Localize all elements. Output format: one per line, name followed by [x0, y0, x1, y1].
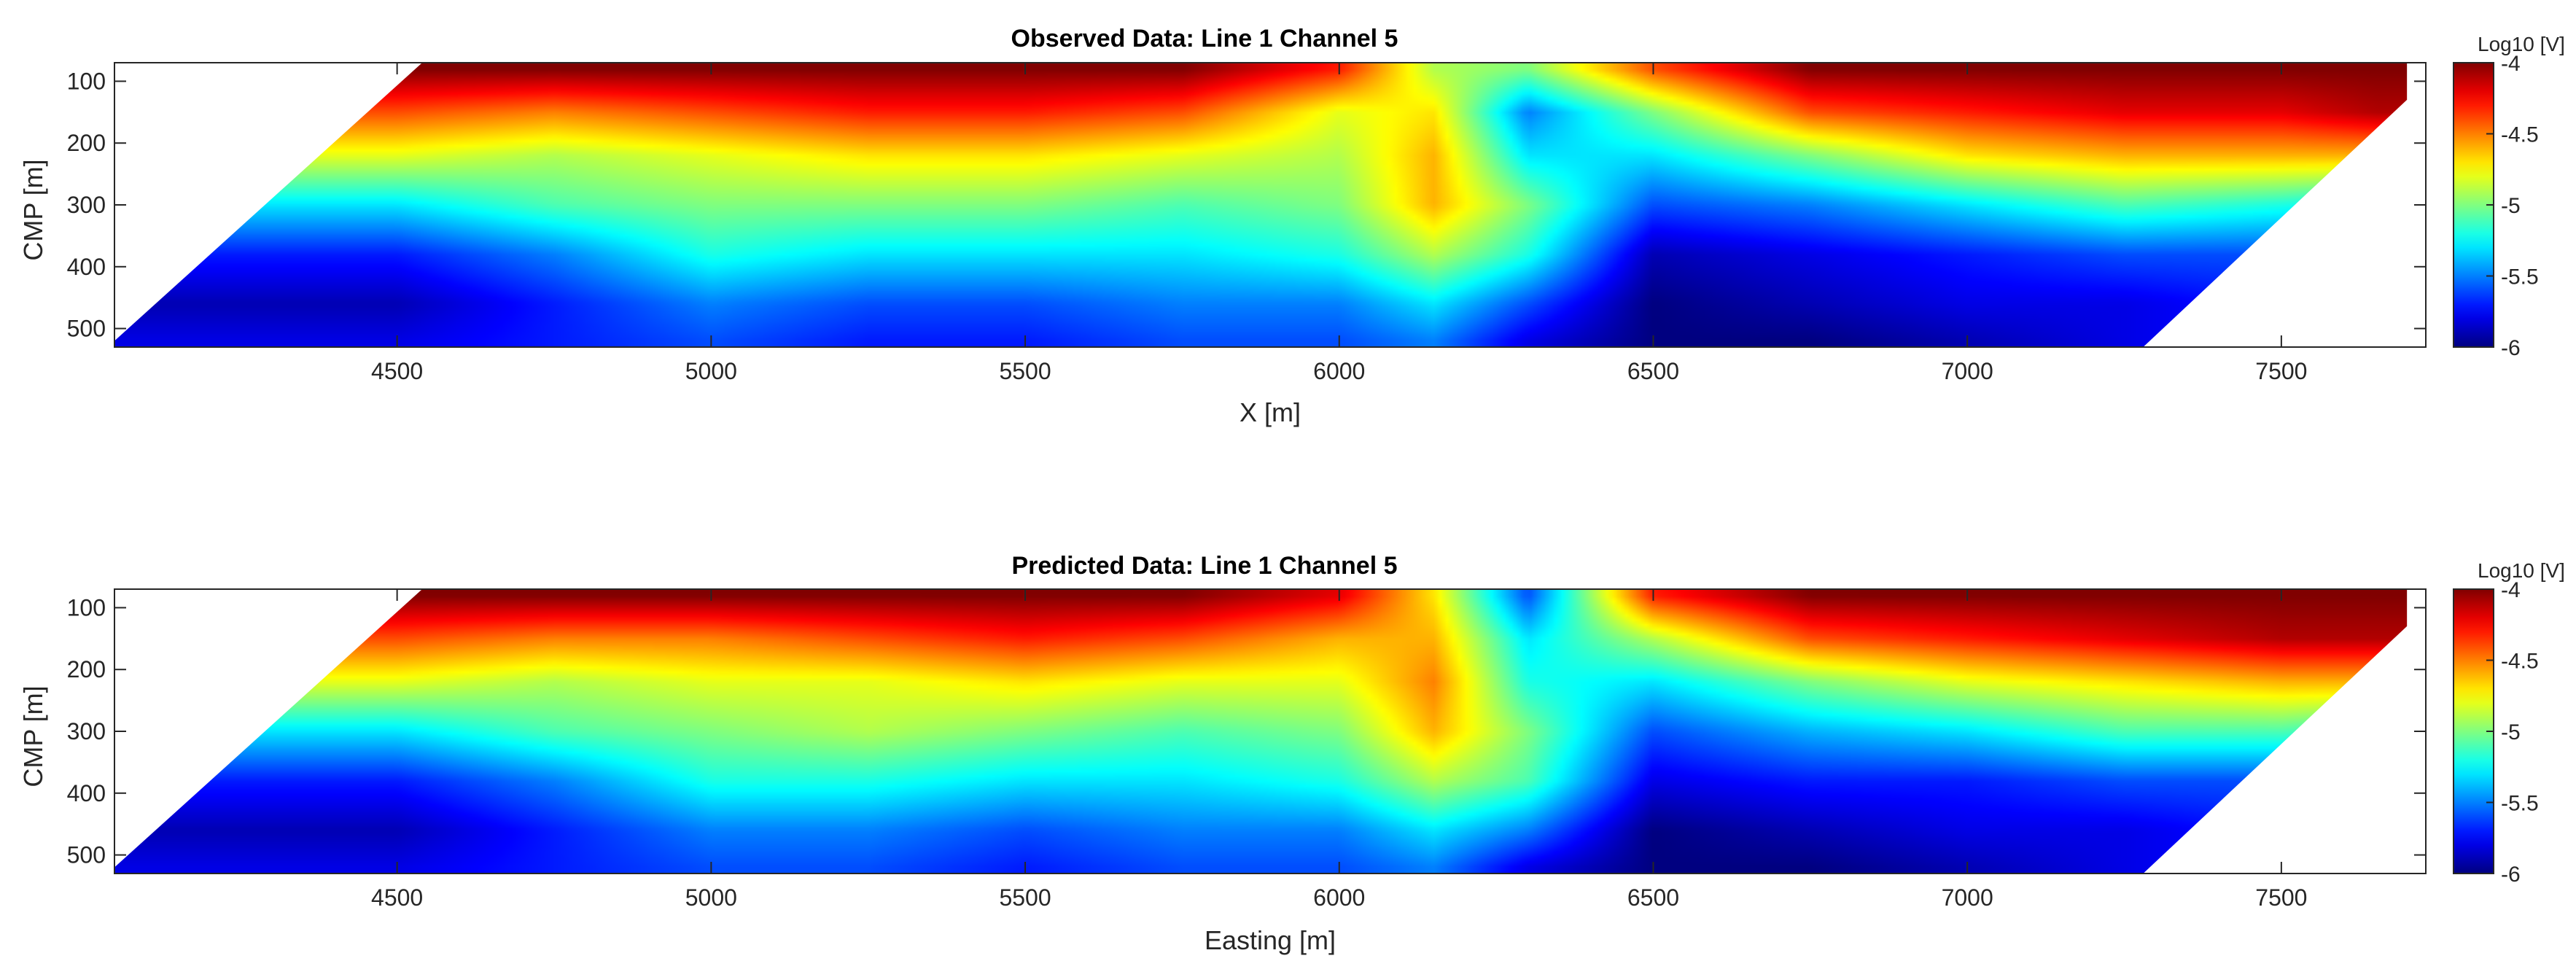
observed-colorbar-tick-label: -5.5 — [2501, 265, 2539, 289]
observed-x-tick-label: 4500 — [371, 358, 423, 384]
predicted-colorbar-tick-label: -4.5 — [2501, 650, 2539, 674]
predicted-x-tick-label: 4500 — [371, 884, 423, 911]
observed-data-field — [114, 63, 2408, 347]
observed-x-tick-label: 6000 — [1313, 358, 1365, 384]
observed-colorbar-tick-label: -6 — [2501, 336, 2521, 360]
predicted-title: Predicted Data: Line 1 Channel 5 — [1011, 552, 1397, 580]
predicted-colorbar-tick-label: -6 — [2501, 863, 2521, 887]
predicted-x-tick-label: 7000 — [1942, 884, 1993, 911]
observed-y-tick-label: 100 — [67, 68, 106, 94]
predicted-y-tick-label: 100 — [67, 594, 106, 620]
observed-colorbar-tick-label: -5 — [2501, 194, 2521, 218]
predicted-x-tick-label: 5000 — [685, 884, 737, 911]
predicted-y-tick-label: 200 — [67, 656, 106, 682]
observed-title: Observed Data: Line 1 Channel 5 — [1011, 25, 1398, 52]
observed-x-axis-label: X [m] — [1240, 397, 1301, 427]
predicted-x-axis-label: Easting [m] — [1205, 925, 1336, 955]
observed-colorbar-tick-label: -4 — [2501, 52, 2521, 76]
observed-y-tick-label: 500 — [67, 316, 106, 342]
observed-y-axis-label: CMP [m] — [18, 159, 48, 260]
observed-y-tick-label: 200 — [67, 130, 106, 156]
observed-x-tick-label: 7500 — [2255, 358, 2307, 384]
predicted-colorbar-tick-label: -4 — [2501, 578, 2521, 602]
observed-x-tick-label: 7000 — [1942, 358, 1993, 384]
predicted-x-tick-label: 5500 — [999, 884, 1051, 911]
observed-y-tick-label: 300 — [67, 192, 106, 218]
observed-x-tick-label: 6500 — [1627, 358, 1679, 384]
predicted-colorbar-tick-label: -5.5 — [2501, 792, 2539, 816]
observed-colorbar-label: Log10 [V] — [2478, 33, 2565, 55]
observed-x-tick-label: 5000 — [685, 358, 737, 384]
predicted-y-tick-label: 300 — [67, 718, 106, 744]
observed-panel: Observed Data: Line 1 Channel 5 X [m] CM… — [18, 25, 2565, 427]
observed-x-tick-label: 5500 — [999, 358, 1051, 384]
predicted-y-axis-label: CMP [m] — [18, 685, 48, 787]
predicted-y-tick-label: 400 — [67, 780, 106, 806]
predicted-y-tick-label: 500 — [67, 842, 106, 868]
predicted-x-tick-label: 6000 — [1313, 884, 1365, 911]
predicted-colorbar-tick-label: -5 — [2501, 720, 2521, 744]
observed-y-tick-label: 400 — [67, 254, 106, 280]
predicted-x-tick-label: 6500 — [1627, 884, 1679, 911]
predicted-data-field — [114, 589, 2408, 874]
predicted-panel: Predicted Data: Line 1 Channel 5 Easting… — [18, 552, 2565, 955]
observed-colorbar-tick-label: -4.5 — [2501, 123, 2539, 147]
predicted-x-tick-label: 7500 — [2255, 884, 2307, 911]
predicted-colorbar-label: Log10 [V] — [2478, 559, 2565, 582]
